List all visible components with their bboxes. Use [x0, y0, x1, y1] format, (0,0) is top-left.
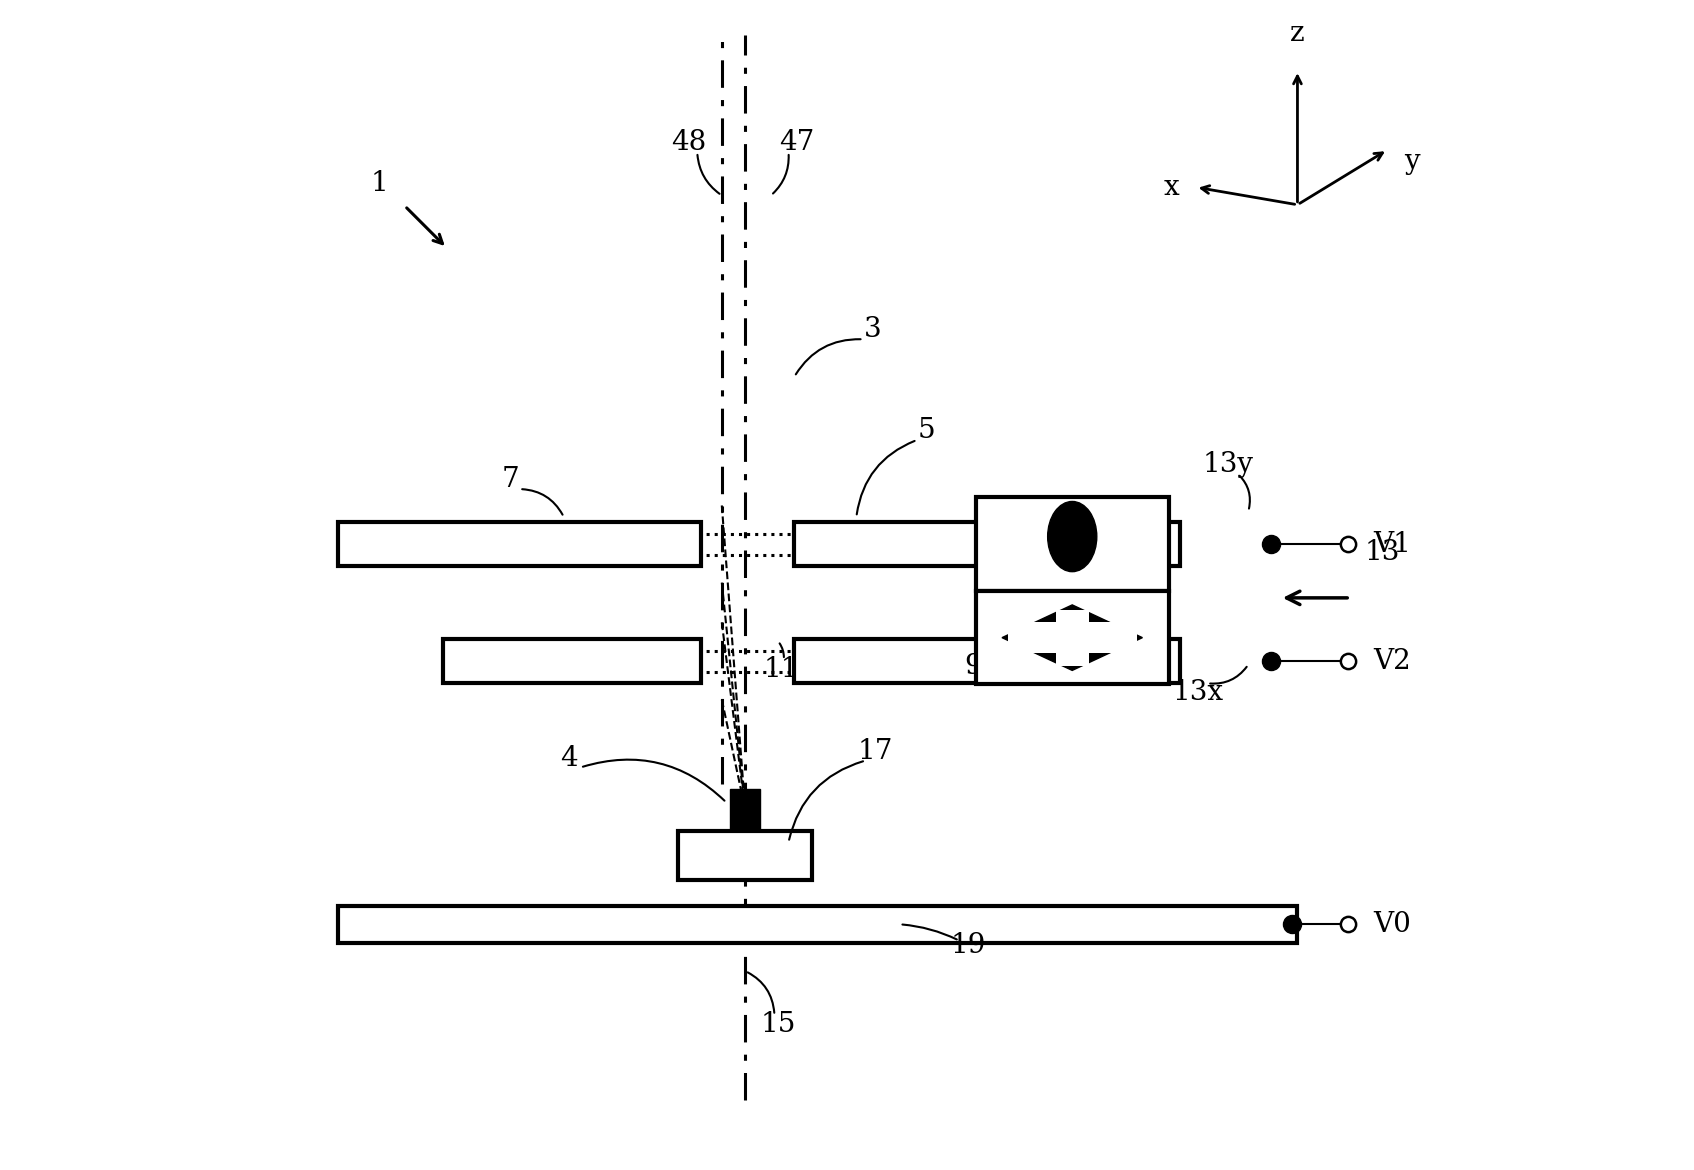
Text: 13y: 13y [1203, 450, 1254, 479]
Text: 3: 3 [864, 316, 881, 344]
Ellipse shape [1047, 502, 1096, 572]
Bar [1055, 610, 1089, 666]
Bar [730, 789, 761, 831]
Bar [976, 497, 1169, 591]
Text: z: z [1291, 20, 1304, 47]
Text: 5: 5 [918, 417, 935, 445]
Bar [444, 639, 701, 683]
Bar [794, 639, 1181, 683]
Text: 7: 7 [501, 466, 518, 494]
Text: 4: 4 [559, 744, 578, 772]
Text: 11: 11 [764, 655, 800, 683]
Text: 13: 13 [1364, 538, 1399, 566]
Bar [339, 906, 1298, 943]
Text: 1: 1 [369, 170, 388, 198]
Text: V1: V1 [1374, 530, 1411, 558]
Text: 9: 9 [964, 653, 983, 681]
Text: V2: V2 [1374, 647, 1411, 675]
Bar [794, 522, 1181, 566]
Text: 19: 19 [950, 931, 986, 959]
Text: 48: 48 [671, 129, 706, 157]
Text: 15: 15 [761, 1011, 796, 1039]
Text: V0: V0 [1374, 910, 1411, 938]
Text: 13x: 13x [1172, 679, 1223, 707]
Text: 47: 47 [779, 129, 815, 157]
Bar [976, 591, 1169, 684]
Bar [678, 831, 813, 880]
Bar [339, 522, 701, 566]
Text: 17: 17 [857, 737, 893, 765]
Polygon shape [1003, 605, 1142, 670]
Text: y: y [1404, 147, 1420, 175]
Bar [1008, 622, 1137, 653]
Text: x: x [1164, 173, 1179, 201]
